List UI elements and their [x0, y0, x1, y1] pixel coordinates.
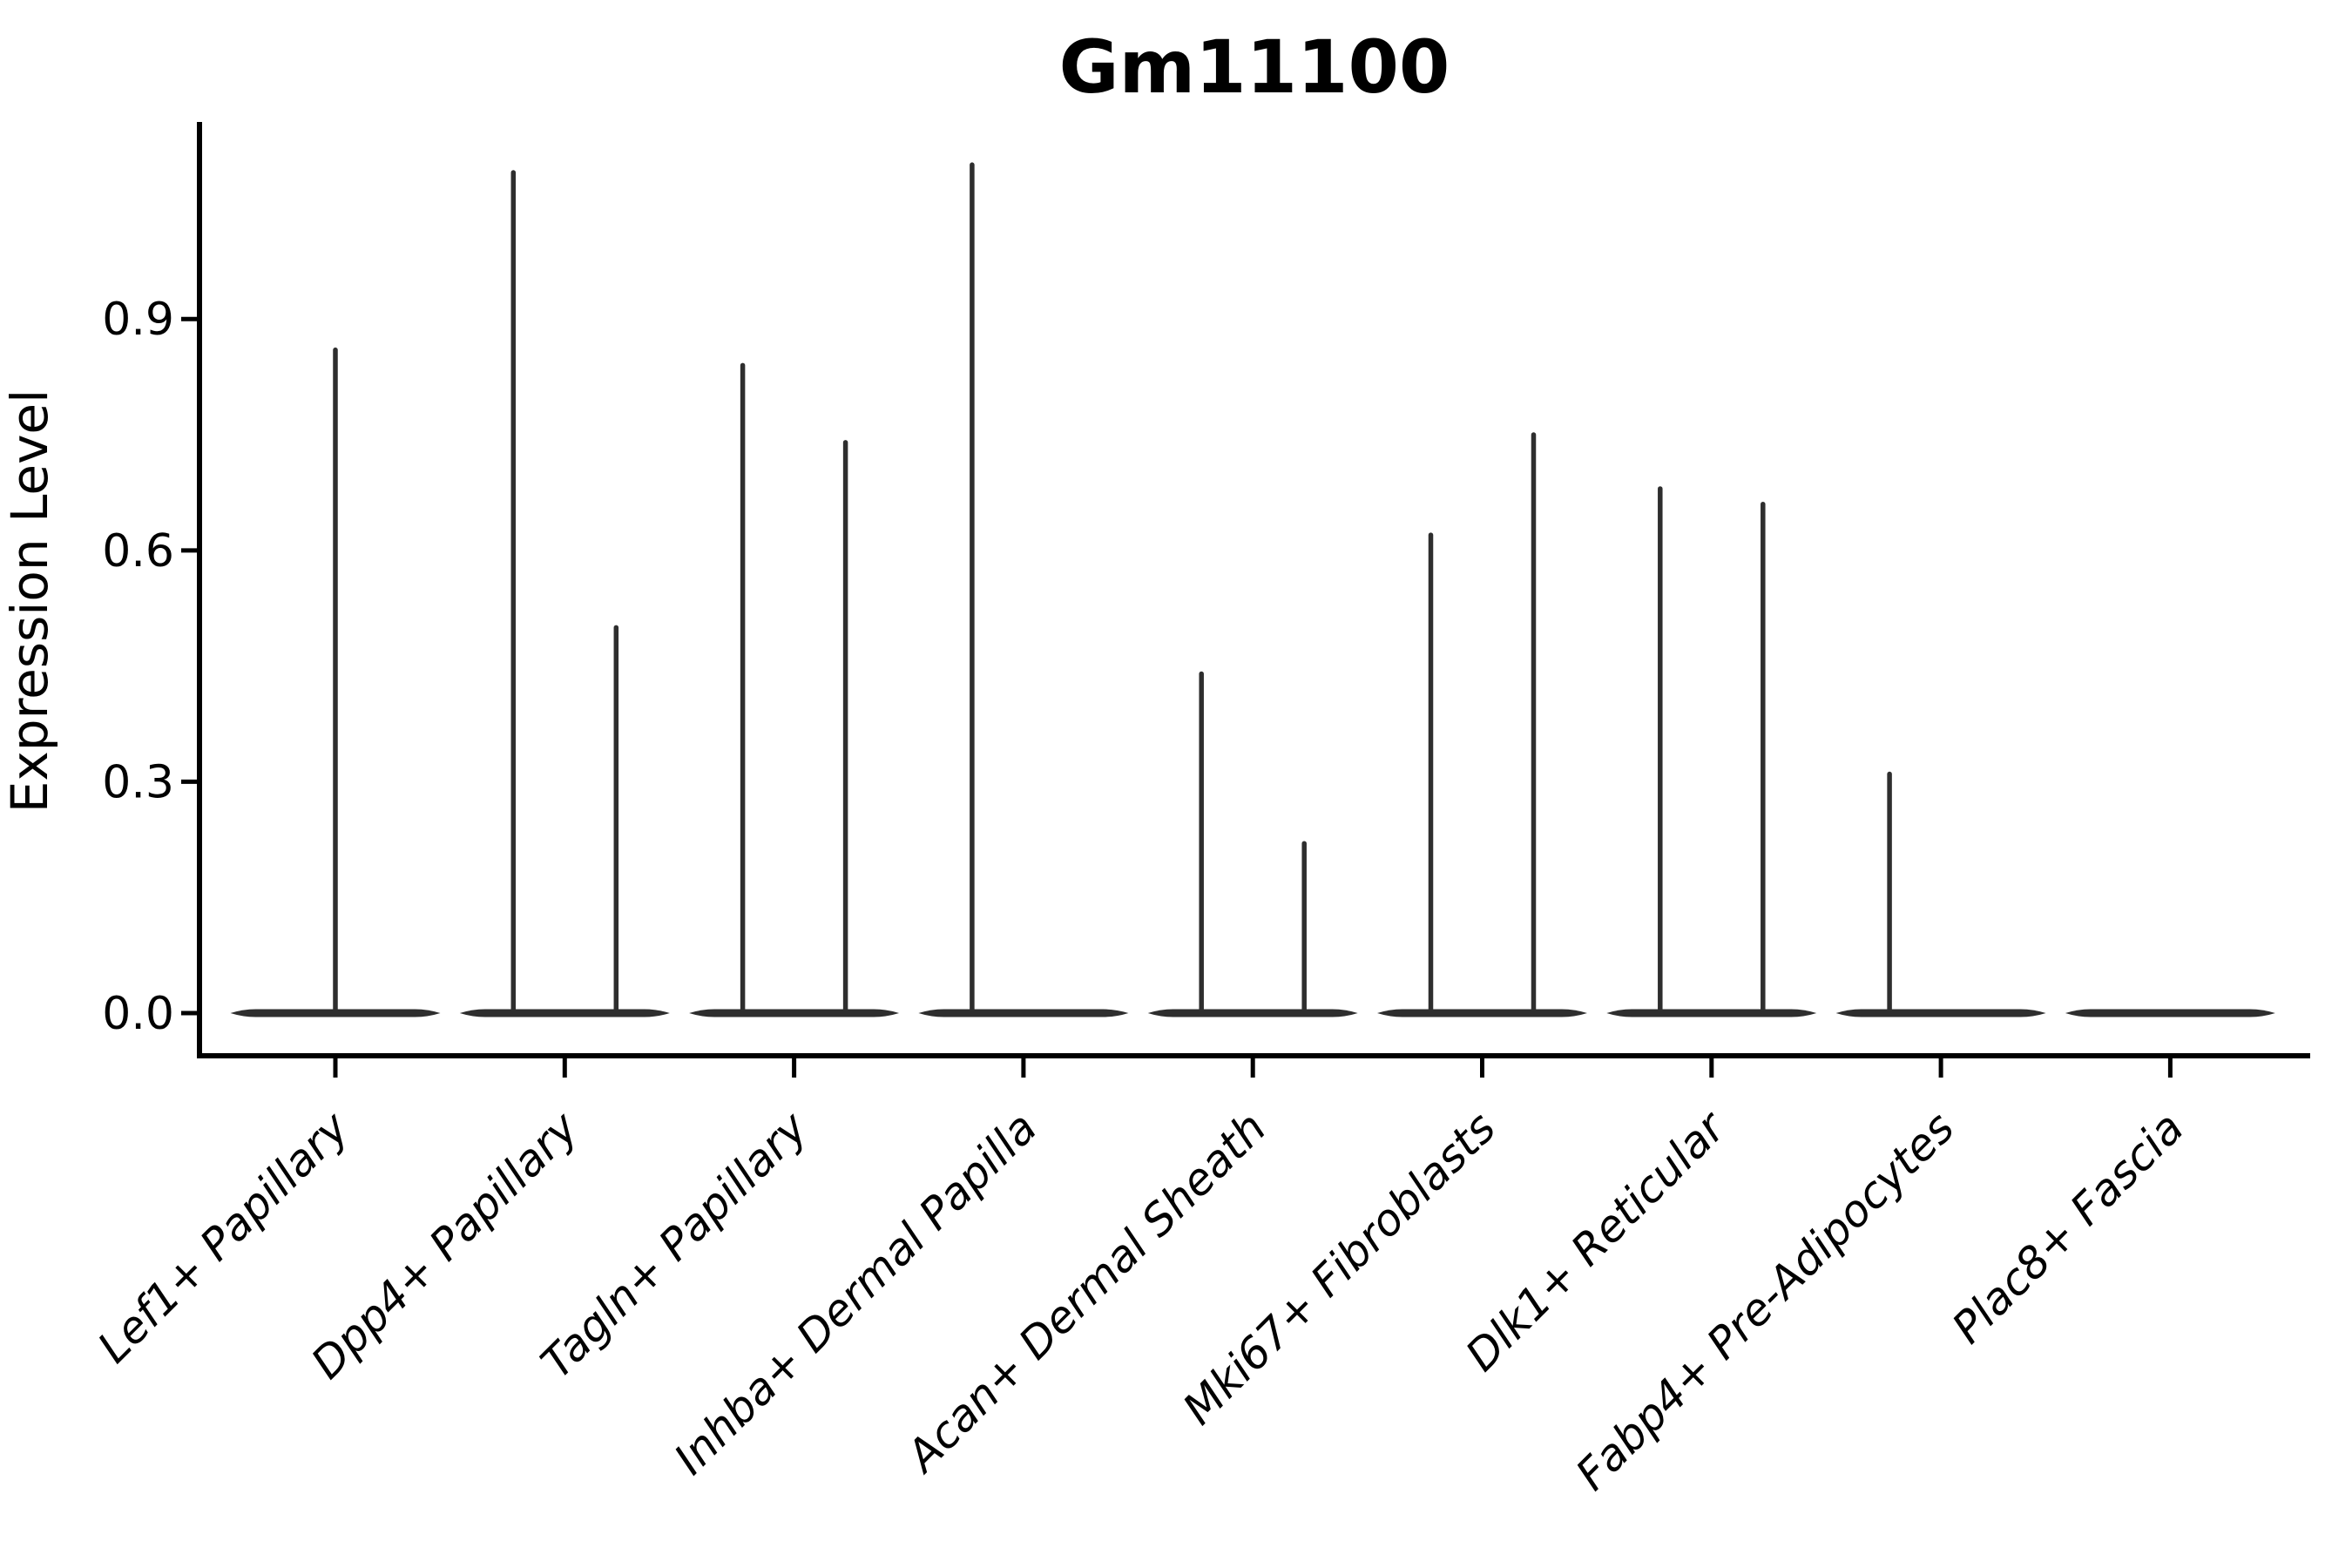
violin-base	[2065, 1009, 2275, 1017]
y-axis-label: Expression Level	[0, 389, 59, 813]
violin-base	[1606, 1009, 1817, 1017]
y-tick-label: 0.0	[102, 988, 174, 1040]
x-tick-label: Fabp4+ Pre-Adipocytes	[1566, 1102, 1964, 1500]
violins	[230, 162, 2275, 1017]
axes	[197, 122, 2310, 1058]
x-tick-label: Lef1+ Papillary	[88, 1101, 359, 1372]
violin-base	[1147, 1009, 1358, 1017]
violin-base	[1377, 1009, 1587, 1017]
violin-base	[689, 1009, 900, 1017]
violin-base	[459, 1009, 670, 1017]
y-tick-label: 0.6	[102, 525, 174, 578]
x-tick-label: Acan+ Dermal Sheath	[896, 1102, 1276, 1483]
x-tick-label: Inhba+ Dermal Papilla	[665, 1102, 1046, 1484]
x-tick-label: Plac8+ Fascia	[1943, 1102, 2193, 1353]
y-tick-label: 0.3	[102, 756, 174, 808]
y-tick-label: 0.9	[102, 294, 174, 346]
violin-base	[1835, 1009, 2046, 1017]
violin-base	[918, 1009, 1129, 1017]
y-axis-ticks: 0.0 0.3 0.6 0.9	[102, 294, 199, 1040]
chart-title: Gm11100	[1059, 24, 1450, 110]
